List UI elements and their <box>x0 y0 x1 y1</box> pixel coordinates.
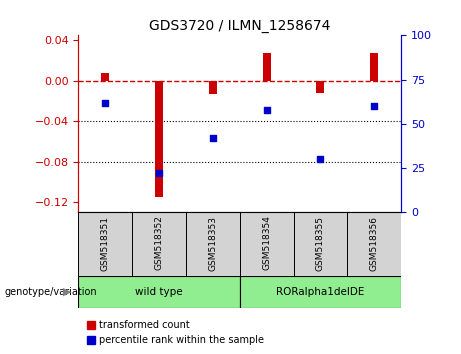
Bar <box>347 212 401 276</box>
Bar <box>240 212 294 276</box>
Text: GSM518351: GSM518351 <box>101 216 110 270</box>
Point <box>371 103 378 109</box>
Bar <box>101 73 109 81</box>
Text: ▶: ▶ <box>63 287 71 297</box>
Point <box>263 107 270 113</box>
Text: RORalpha1delDE: RORalpha1delDE <box>276 287 365 297</box>
Bar <box>186 212 240 276</box>
Text: GSM518355: GSM518355 <box>316 216 325 270</box>
Point <box>155 171 163 176</box>
Text: genotype/variation: genotype/variation <box>5 287 97 297</box>
Bar <box>78 276 240 308</box>
Text: wild type: wild type <box>135 287 183 297</box>
Bar <box>370 53 378 81</box>
Bar <box>155 81 163 197</box>
Bar <box>263 53 271 81</box>
Legend: transformed count, percentile rank within the sample: transformed count, percentile rank withi… <box>83 316 268 349</box>
Point <box>209 135 217 141</box>
Text: GSM518352: GSM518352 <box>154 216 164 270</box>
Bar <box>209 81 217 94</box>
Point <box>317 156 324 162</box>
Bar <box>78 212 132 276</box>
Text: GSM518353: GSM518353 <box>208 216 217 270</box>
Bar <box>240 276 401 308</box>
Bar <box>294 212 347 276</box>
Bar <box>132 212 186 276</box>
Title: GDS3720 / ILMN_1258674: GDS3720 / ILMN_1258674 <box>149 19 331 33</box>
Bar <box>316 81 325 93</box>
Text: GSM518356: GSM518356 <box>370 216 378 270</box>
Text: GSM518354: GSM518354 <box>262 216 271 270</box>
Point <box>101 100 109 105</box>
